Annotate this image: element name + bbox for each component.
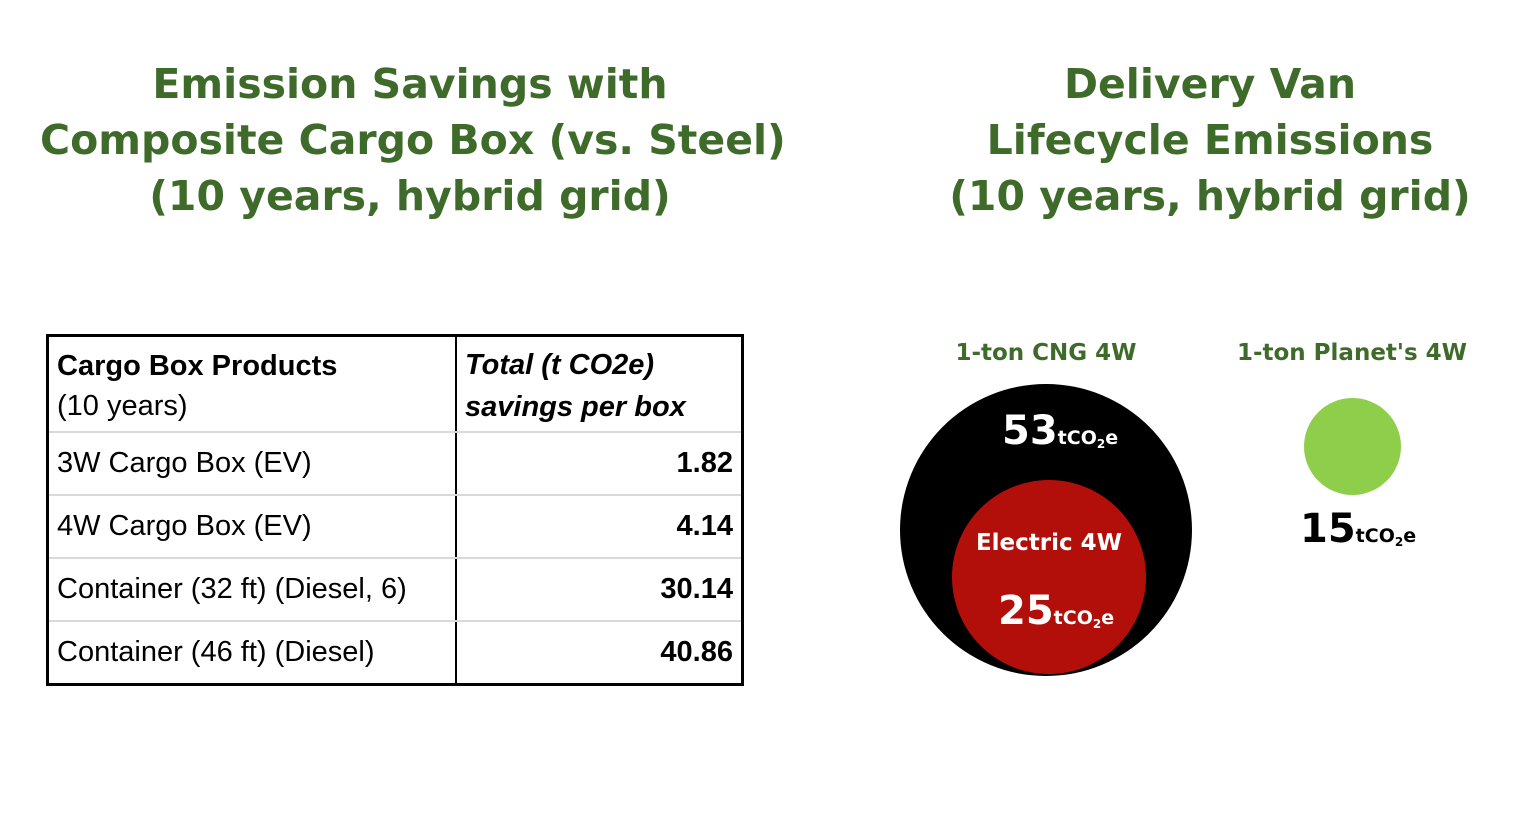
product-cell: 4W Cargo Box (EV) bbox=[47, 495, 457, 559]
lifecycle-title: Delivery Van Lifecycle Emissions (10 yea… bbox=[900, 56, 1520, 224]
electric-van-label: Electric 4W bbox=[975, 530, 1123, 556]
cargo-savings-table: Cargo Box Products (10 years) Total (t C… bbox=[46, 334, 744, 686]
planet-van-label: 1-ton Planet's 4W bbox=[1236, 340, 1468, 366]
header-cell-savings: Total (t CO2e) savings per box bbox=[456, 335, 743, 433]
savings-cell: 4.14 bbox=[456, 495, 743, 559]
savings-title-line: (10 years, hybrid grid) bbox=[149, 172, 671, 220]
header-savings-line1: Total (t CO2e) bbox=[465, 349, 655, 381]
unit-text: tCO bbox=[1053, 607, 1093, 629]
table-row: Container (46 ft) (Diesel) 40.86 bbox=[47, 621, 743, 685]
unit-suffix: e bbox=[1105, 427, 1119, 449]
unit-text: tCO bbox=[1355, 525, 1395, 547]
savings-cell: 30.14 bbox=[456, 558, 743, 622]
cng-van-label: 1-ton CNG 4W bbox=[955, 340, 1137, 366]
unit-subscript: 2 bbox=[1092, 617, 1102, 631]
planet-value-number: 15 bbox=[1300, 506, 1356, 552]
lifecycle-title-line: (10 years, hybrid grid) bbox=[949, 172, 1471, 220]
planet-emissions-value: 15tCO2e bbox=[1300, 506, 1416, 552]
cng-emissions-value: 53tCO2e bbox=[1002, 408, 1118, 454]
unit-text: tCO bbox=[1057, 427, 1097, 449]
table-row: Container (32 ft) (Diesel, 6) 30.14 bbox=[47, 558, 743, 622]
unit-subscript: 2 bbox=[1096, 437, 1106, 451]
savings-title-line: Composite Cargo Box (vs. Steel) bbox=[40, 116, 786, 164]
header-cell-products: Cargo Box Products (10 years) bbox=[47, 335, 457, 433]
electric-value-number: 25 bbox=[998, 588, 1054, 634]
lifecycle-title-line: Lifecycle Emissions bbox=[986, 116, 1434, 164]
header-products-sub: (10 years) bbox=[57, 390, 188, 422]
planet-value-unit: tCO2e bbox=[1355, 525, 1417, 549]
unit-subscript: 2 bbox=[1394, 535, 1404, 549]
table-header-row: Cargo Box Products (10 years) Total (t C… bbox=[47, 335, 743, 433]
table-row: 4W Cargo Box (EV) 4.14 bbox=[47, 495, 743, 559]
unit-suffix: e bbox=[1101, 607, 1115, 629]
table-row: 3W Cargo Box (EV) 1.82 bbox=[47, 432, 743, 496]
unit-suffix: e bbox=[1403, 525, 1417, 547]
savings-title: Emission Savings with Composite Cargo Bo… bbox=[40, 56, 786, 224]
savings-cell: 1.82 bbox=[456, 432, 743, 496]
savings-cell: 40.86 bbox=[660, 636, 733, 668]
cng-value-unit: tCO2e bbox=[1057, 427, 1119, 451]
savings-title-line: Emission Savings with bbox=[152, 60, 668, 108]
product-cell: Container (32 ft) (Diesel, 6) bbox=[47, 558, 457, 622]
electric-emissions-circle bbox=[952, 480, 1146, 674]
planet-emissions-circle bbox=[1304, 398, 1401, 495]
electric-value-unit: tCO2e bbox=[1053, 607, 1115, 631]
electric-emissions-value: 25tCO2e bbox=[998, 588, 1114, 634]
lifecycle-title-line: Delivery Van bbox=[1063, 60, 1357, 108]
header-savings-line2: savings per box bbox=[465, 391, 686, 423]
product-cell: 3W Cargo Box (EV) bbox=[47, 432, 457, 496]
cng-value-number: 53 bbox=[1002, 408, 1058, 454]
product-cell: Container (46 ft) (Diesel) bbox=[47, 621, 457, 685]
header-products-label: Cargo Box Products bbox=[57, 350, 338, 382]
